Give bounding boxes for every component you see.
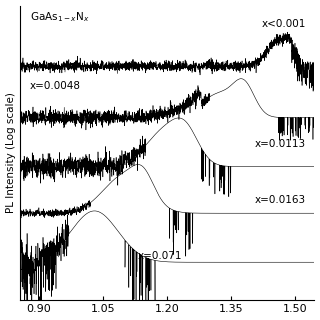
Y-axis label: PL Intensity (Log scale): PL Intensity (Log scale) (5, 92, 16, 213)
Text: x<0.001: x<0.001 (261, 19, 306, 29)
Text: x=0.0113: x=0.0113 (254, 139, 306, 149)
Text: x=0.0048: x=0.0048 (30, 81, 81, 91)
Text: x=0.0163: x=0.0163 (254, 195, 306, 205)
Text: GaAs$_{1-x}$N$_x$: GaAs$_{1-x}$N$_x$ (30, 10, 89, 24)
Text: x=0.071: x=0.071 (138, 251, 182, 261)
